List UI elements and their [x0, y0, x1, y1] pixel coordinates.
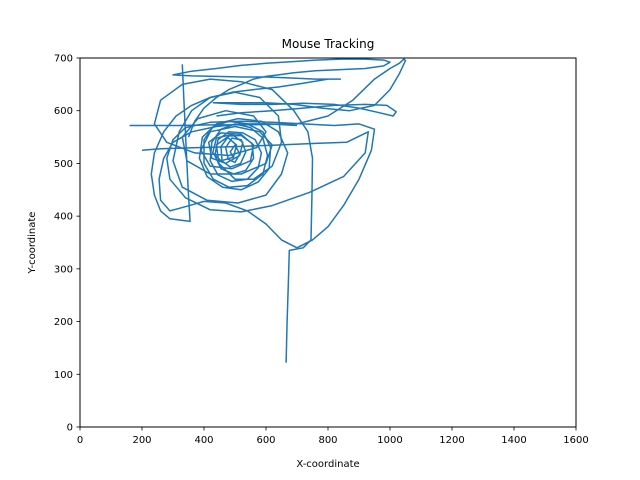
y-tick-label: 0 [67, 423, 73, 434]
x-tick-label: 800 [318, 435, 337, 446]
x-tick-label: 0 [77, 435, 83, 446]
y-tick-label: 600 [54, 106, 73, 117]
x-tick-label: 200 [132, 435, 151, 446]
x-tick-label: 600 [256, 435, 275, 446]
y-axis-ticks: 0 100 200 300 400 500 600 700 [54, 54, 80, 434]
chart-title: Mouse Tracking [282, 37, 375, 51]
y-axis-label: Y-coordinate [27, 212, 38, 275]
y-tick-label: 300 [54, 264, 73, 275]
series-line-4 [150, 58, 391, 223]
x-tick-label: 1600 [563, 435, 588, 446]
y-tick-label: 700 [54, 54, 73, 65]
series-line-3 [129, 58, 407, 127]
y-tick-label: 500 [54, 159, 73, 170]
x-axis-ticks: 0 200 400 600 800 1000 1200 1400 1600 [77, 427, 589, 446]
y-tick-label: 200 [54, 317, 73, 328]
axes-frame [79, 57, 577, 428]
series-line-2 [141, 120, 376, 249]
x-axis-label: X-coordinate [296, 459, 359, 470]
x-tick-label: 1400 [501, 435, 526, 446]
series-group [129, 58, 407, 363]
y-tick-label: 100 [54, 370, 73, 381]
x-tick-label: 1000 [377, 435, 402, 446]
series-line-1 [153, 78, 314, 363]
y-tick-label: 400 [54, 212, 73, 223]
plot-area [79, 57, 577, 428]
x-tick-label: 1200 [439, 435, 464, 446]
x-tick-label: 400 [194, 435, 213, 446]
